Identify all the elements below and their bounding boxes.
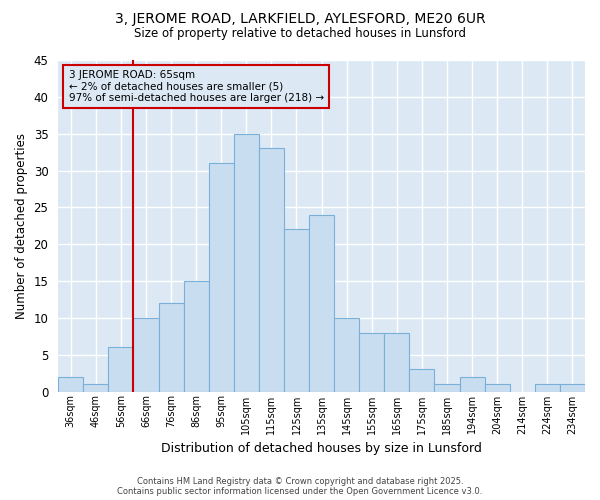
Bar — [485, 384, 510, 392]
Text: Size of property relative to detached houses in Lunsford: Size of property relative to detached ho… — [134, 28, 466, 40]
Bar — [259, 148, 284, 392]
Bar — [560, 384, 585, 392]
Text: 3, JEROME ROAD, LARKFIELD, AYLESFORD, ME20 6UR: 3, JEROME ROAD, LARKFIELD, AYLESFORD, ME… — [115, 12, 485, 26]
Text: 3 JEROME ROAD: 65sqm
← 2% of detached houses are smaller (5)
97% of semi-detache: 3 JEROME ROAD: 65sqm ← 2% of detached ho… — [68, 70, 324, 103]
Bar — [309, 214, 334, 392]
Bar — [409, 370, 434, 392]
Y-axis label: Number of detached properties: Number of detached properties — [15, 133, 28, 319]
Bar — [83, 384, 109, 392]
Bar — [535, 384, 560, 392]
Bar — [158, 303, 184, 392]
X-axis label: Distribution of detached houses by size in Lunsford: Distribution of detached houses by size … — [161, 442, 482, 455]
Bar — [284, 230, 309, 392]
Bar — [460, 377, 485, 392]
Bar — [133, 318, 158, 392]
Bar — [359, 332, 384, 392]
Bar — [384, 332, 409, 392]
Text: Contains HM Land Registry data © Crown copyright and database right 2025.
Contai: Contains HM Land Registry data © Crown c… — [118, 476, 482, 496]
Bar — [184, 281, 209, 392]
Bar — [109, 348, 133, 392]
Bar — [58, 377, 83, 392]
Bar — [234, 134, 259, 392]
Bar — [334, 318, 359, 392]
Bar — [209, 163, 234, 392]
Bar — [434, 384, 460, 392]
